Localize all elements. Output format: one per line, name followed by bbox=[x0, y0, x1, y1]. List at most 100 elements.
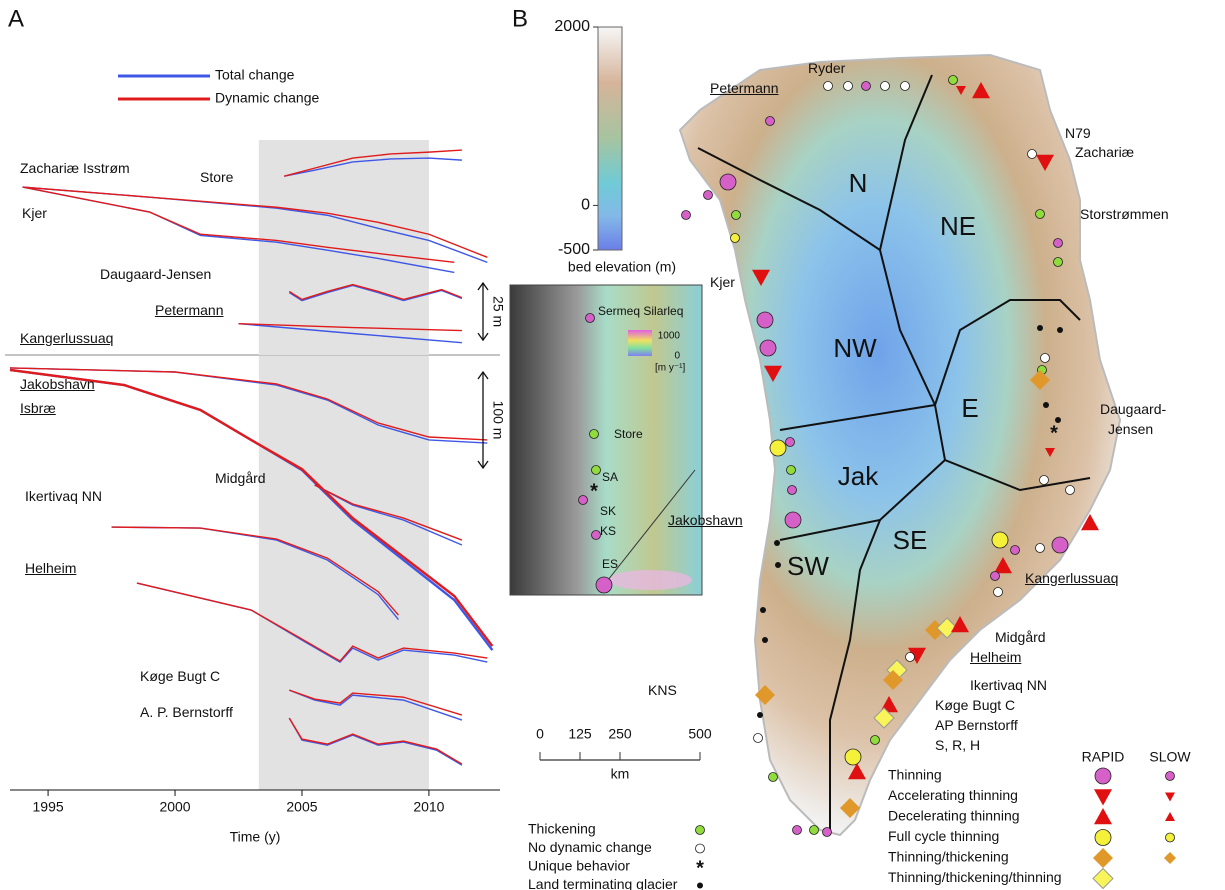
symbol bbox=[769, 773, 778, 782]
glacier-label: AP Bernstorff bbox=[935, 716, 1018, 734]
symbol bbox=[754, 734, 763, 743]
marker-none bbox=[1036, 544, 1045, 553]
marker-none bbox=[844, 82, 853, 91]
symbol bbox=[592, 466, 601, 475]
marker-thinning bbox=[760, 340, 776, 356]
symbol bbox=[1165, 793, 1175, 802]
x-tick-label: 2000 bbox=[159, 799, 190, 815]
marker-none bbox=[696, 844, 705, 853]
inset-label: Store bbox=[614, 427, 643, 441]
symbol bbox=[1036, 544, 1045, 553]
glacier-label: N79 bbox=[1065, 124, 1091, 142]
series-label: Daugaard-Jensen bbox=[100, 265, 211, 283]
x-tick-label: 1995 bbox=[33, 799, 64, 815]
symbol bbox=[1094, 808, 1112, 824]
symbol bbox=[1054, 239, 1063, 248]
marker-land bbox=[775, 562, 781, 568]
symbol bbox=[590, 430, 599, 439]
scale-bar-tick-label: 125 bbox=[568, 726, 592, 742]
marker-none bbox=[1066, 486, 1075, 495]
scale-bar-unit: km bbox=[611, 766, 630, 782]
figure: A B Total changeDynamic change25 m100 m1… bbox=[0, 0, 1225, 890]
legend-label: Thinning/thickening/thinning bbox=[888, 869, 1062, 885]
marker-thinning bbox=[579, 496, 588, 505]
colorbar-tick-label: 2000 bbox=[554, 18, 590, 35]
inset-label: ES bbox=[602, 557, 618, 571]
symbol bbox=[906, 653, 915, 662]
symbol bbox=[760, 340, 776, 356]
series-label: Store bbox=[200, 168, 233, 186]
marker-decel bbox=[1094, 808, 1112, 824]
symbol bbox=[785, 512, 801, 528]
marker-land bbox=[774, 540, 780, 546]
symbol bbox=[786, 438, 795, 447]
legend-label: Dynamic change bbox=[215, 90, 319, 106]
marker-thick bbox=[769, 773, 778, 782]
symbol bbox=[731, 234, 740, 243]
series-label: Midgård bbox=[215, 469, 266, 487]
marker-none bbox=[1028, 150, 1037, 159]
symbol bbox=[770, 440, 786, 456]
series-label: Helheim bbox=[25, 559, 76, 577]
symbol bbox=[1093, 869, 1113, 889]
panel-label: A bbox=[8, 5, 24, 32]
marker-cycle bbox=[845, 749, 861, 765]
marker-decel bbox=[1165, 812, 1175, 821]
series-label: Zachariæ Isstrøm bbox=[20, 159, 130, 177]
shaded-period bbox=[259, 140, 429, 355]
symbol bbox=[757, 312, 773, 328]
region-label: SW bbox=[787, 551, 829, 581]
symbol bbox=[1166, 833, 1175, 842]
marker-land bbox=[760, 607, 766, 613]
marker-unique: * bbox=[1050, 422, 1058, 444]
colorbar-label: bed elevation (m) bbox=[568, 259, 676, 275]
colorbar-tick-label: 0 bbox=[581, 197, 590, 214]
x-axis-label: Time (y) bbox=[230, 829, 281, 845]
region-label: N bbox=[849, 168, 868, 198]
series-label: Ikertivaq NN bbox=[25, 487, 102, 505]
symbol: * bbox=[1050, 422, 1058, 444]
inset-colorbar bbox=[628, 330, 652, 356]
symbol bbox=[1094, 789, 1112, 805]
region-label: E bbox=[961, 393, 978, 423]
marker-thinning bbox=[766, 117, 775, 126]
symbol bbox=[788, 486, 797, 495]
legend-label: Decelerating thinning bbox=[888, 808, 1020, 824]
glacier-label: Ryder bbox=[808, 59, 845, 77]
symbol bbox=[1095, 830, 1111, 846]
symbol bbox=[760, 607, 766, 613]
symbol bbox=[994, 588, 1003, 597]
glacier-label: Køge Bugt C bbox=[935, 696, 1015, 714]
series-label: Kjer bbox=[22, 204, 47, 222]
marker-thinning bbox=[862, 82, 871, 91]
symbol bbox=[991, 572, 1000, 581]
legend-label: No dynamic change bbox=[528, 839, 652, 855]
symbol bbox=[696, 844, 705, 853]
symbol bbox=[1043, 402, 1049, 408]
scale-bar-tick-label: 500 bbox=[688, 726, 712, 742]
symbol bbox=[1095, 768, 1111, 784]
legend-label: Full cycle thinning bbox=[888, 828, 999, 844]
symbol bbox=[949, 76, 958, 85]
inset-label: Sermeq Silarleq bbox=[598, 304, 683, 318]
symbol bbox=[775, 562, 781, 568]
marker-accel bbox=[1165, 793, 1175, 802]
symbol bbox=[1028, 150, 1037, 159]
symbol bbox=[774, 540, 780, 546]
legend-label: Thinning/thickening bbox=[888, 849, 1009, 865]
legend-label: Land terminating glacier bbox=[528, 876, 678, 890]
symbol: * bbox=[590, 480, 598, 502]
marker-thinning bbox=[596, 577, 612, 593]
symbol bbox=[823, 828, 832, 837]
marker-none bbox=[881, 82, 890, 91]
symbol bbox=[696, 826, 705, 835]
marker-thinning bbox=[823, 828, 832, 837]
glacier-label: Ikertivaq NN bbox=[970, 676, 1047, 694]
marker-land bbox=[762, 637, 768, 643]
symbol bbox=[592, 531, 601, 540]
marker-none bbox=[754, 734, 763, 743]
glacier-label: Zachariæ bbox=[1075, 143, 1134, 161]
x-tick-label: 2010 bbox=[413, 799, 444, 815]
colorbar bbox=[598, 27, 622, 250]
symbol bbox=[1164, 852, 1176, 864]
